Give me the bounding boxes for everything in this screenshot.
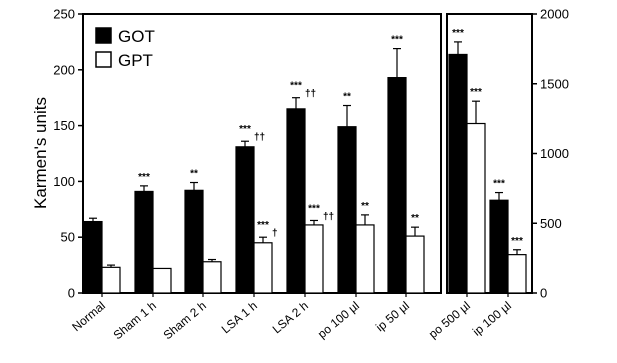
category-label-lsa-1-h: LSA 1 h [219, 299, 260, 337]
sig-gpt-ip-50-l: ** [411, 213, 419, 224]
y-tick-label-0: 0 [68, 286, 75, 301]
sig-gpt-ip-100-l: *** [511, 236, 523, 247]
sig-got-sham-1-h: *** [138, 172, 150, 183]
sig-gpt-po-500-l: *** [470, 87, 482, 98]
sig-got-lsa-2-h: *** [290, 81, 302, 92]
category-label-po-500-l: po 500 µl [426, 299, 473, 342]
legend-swatch-gpt [95, 51, 112, 68]
bar-got-normal [83, 220, 103, 294]
y-tick-label-150: 150 [53, 118, 75, 133]
y-right-tick-label-0: 0 [540, 286, 547, 301]
sig-got-ip-100-l: *** [493, 179, 505, 190]
bar-got-sham-1-h [134, 190, 154, 294]
bar-got-sham-2-h [184, 189, 204, 294]
bar-gpt-ip-100-l [507, 254, 527, 294]
y-right-tick-label-1000: 1000 [540, 146, 569, 161]
bar-got-lsa-2-h [286, 108, 306, 294]
sig-dagger-got-lsa-1-h: †† [254, 132, 265, 143]
category-label-po-100-l: po 100 µl [315, 299, 362, 342]
bar-got-po-100-l [337, 126, 357, 294]
category-label-ip-50-l: ip 50 µl [373, 299, 412, 335]
bar-gpt-sham-2-h [202, 261, 222, 294]
sig-got-ip-50-l: *** [391, 35, 403, 46]
category-label-lsa-2-h: LSA 2 h [270, 299, 311, 337]
sig-dagger-gpt-lsa-2-h: †† [323, 211, 334, 222]
sig-got-lsa-1-h: *** [239, 124, 251, 135]
bar-gpt-po-500-l [466, 122, 486, 294]
y-right-tick-label-500: 500 [540, 216, 562, 231]
legend-label-got: GOT [118, 27, 155, 46]
y-tick-label-100: 100 [53, 174, 75, 189]
bar-gpt-normal [101, 266, 121, 294]
bar-got-ip-50-l [387, 77, 407, 294]
y-tick-label-250: 250 [53, 7, 75, 22]
sig-got-po-500-l: *** [452, 28, 464, 39]
sig-got-sham-2-h: ** [190, 169, 198, 180]
y-right-tick-label-2000: 2000 [540, 7, 569, 22]
bar-got-po-500-l [448, 53, 468, 294]
category-label-normal: Normal [69, 299, 108, 335]
bar-gpt-ip-50-l [405, 235, 425, 294]
category-label-sham-2-h: Sham 2 h [161, 299, 209, 343]
sig-gpt-lsa-2-h: *** [308, 203, 320, 214]
sig-dagger-got-lsa-2-h: †† [305, 89, 316, 100]
sig-got-po-100-l: ** [343, 92, 351, 103]
legend-label-gpt: GPT [118, 51, 153, 70]
legend: GOT GPT [95, 27, 155, 70]
bar-gpt-lsa-1-h [253, 242, 273, 294]
bar-gpt-sham-1-h [152, 267, 172, 294]
bar-got-lsa-1-h [235, 146, 255, 294]
category-label-ip-100-l: ip 100 µl [470, 299, 514, 339]
sig-gpt-po-100-l: ** [361, 201, 369, 212]
y-axis-title: Karmen's units [31, 97, 50, 209]
category-label-sham-1-h: Sham 1 h [111, 299, 159, 343]
y-tick-label-200: 200 [53, 62, 75, 77]
bar-gpt-po-100-l [355, 224, 375, 294]
y-tick-label-50: 50 [61, 230, 75, 245]
sig-gpt-lsa-1-h: *** [257, 220, 269, 231]
legend-swatch-got [95, 27, 112, 44]
bar-got-ip-100-l [489, 199, 509, 294]
sig-dagger-gpt-lsa-1-h: † [272, 228, 278, 239]
y-right-tick-label-1500: 1500 [540, 76, 569, 91]
bar-gpt-lsa-2-h [304, 224, 324, 294]
